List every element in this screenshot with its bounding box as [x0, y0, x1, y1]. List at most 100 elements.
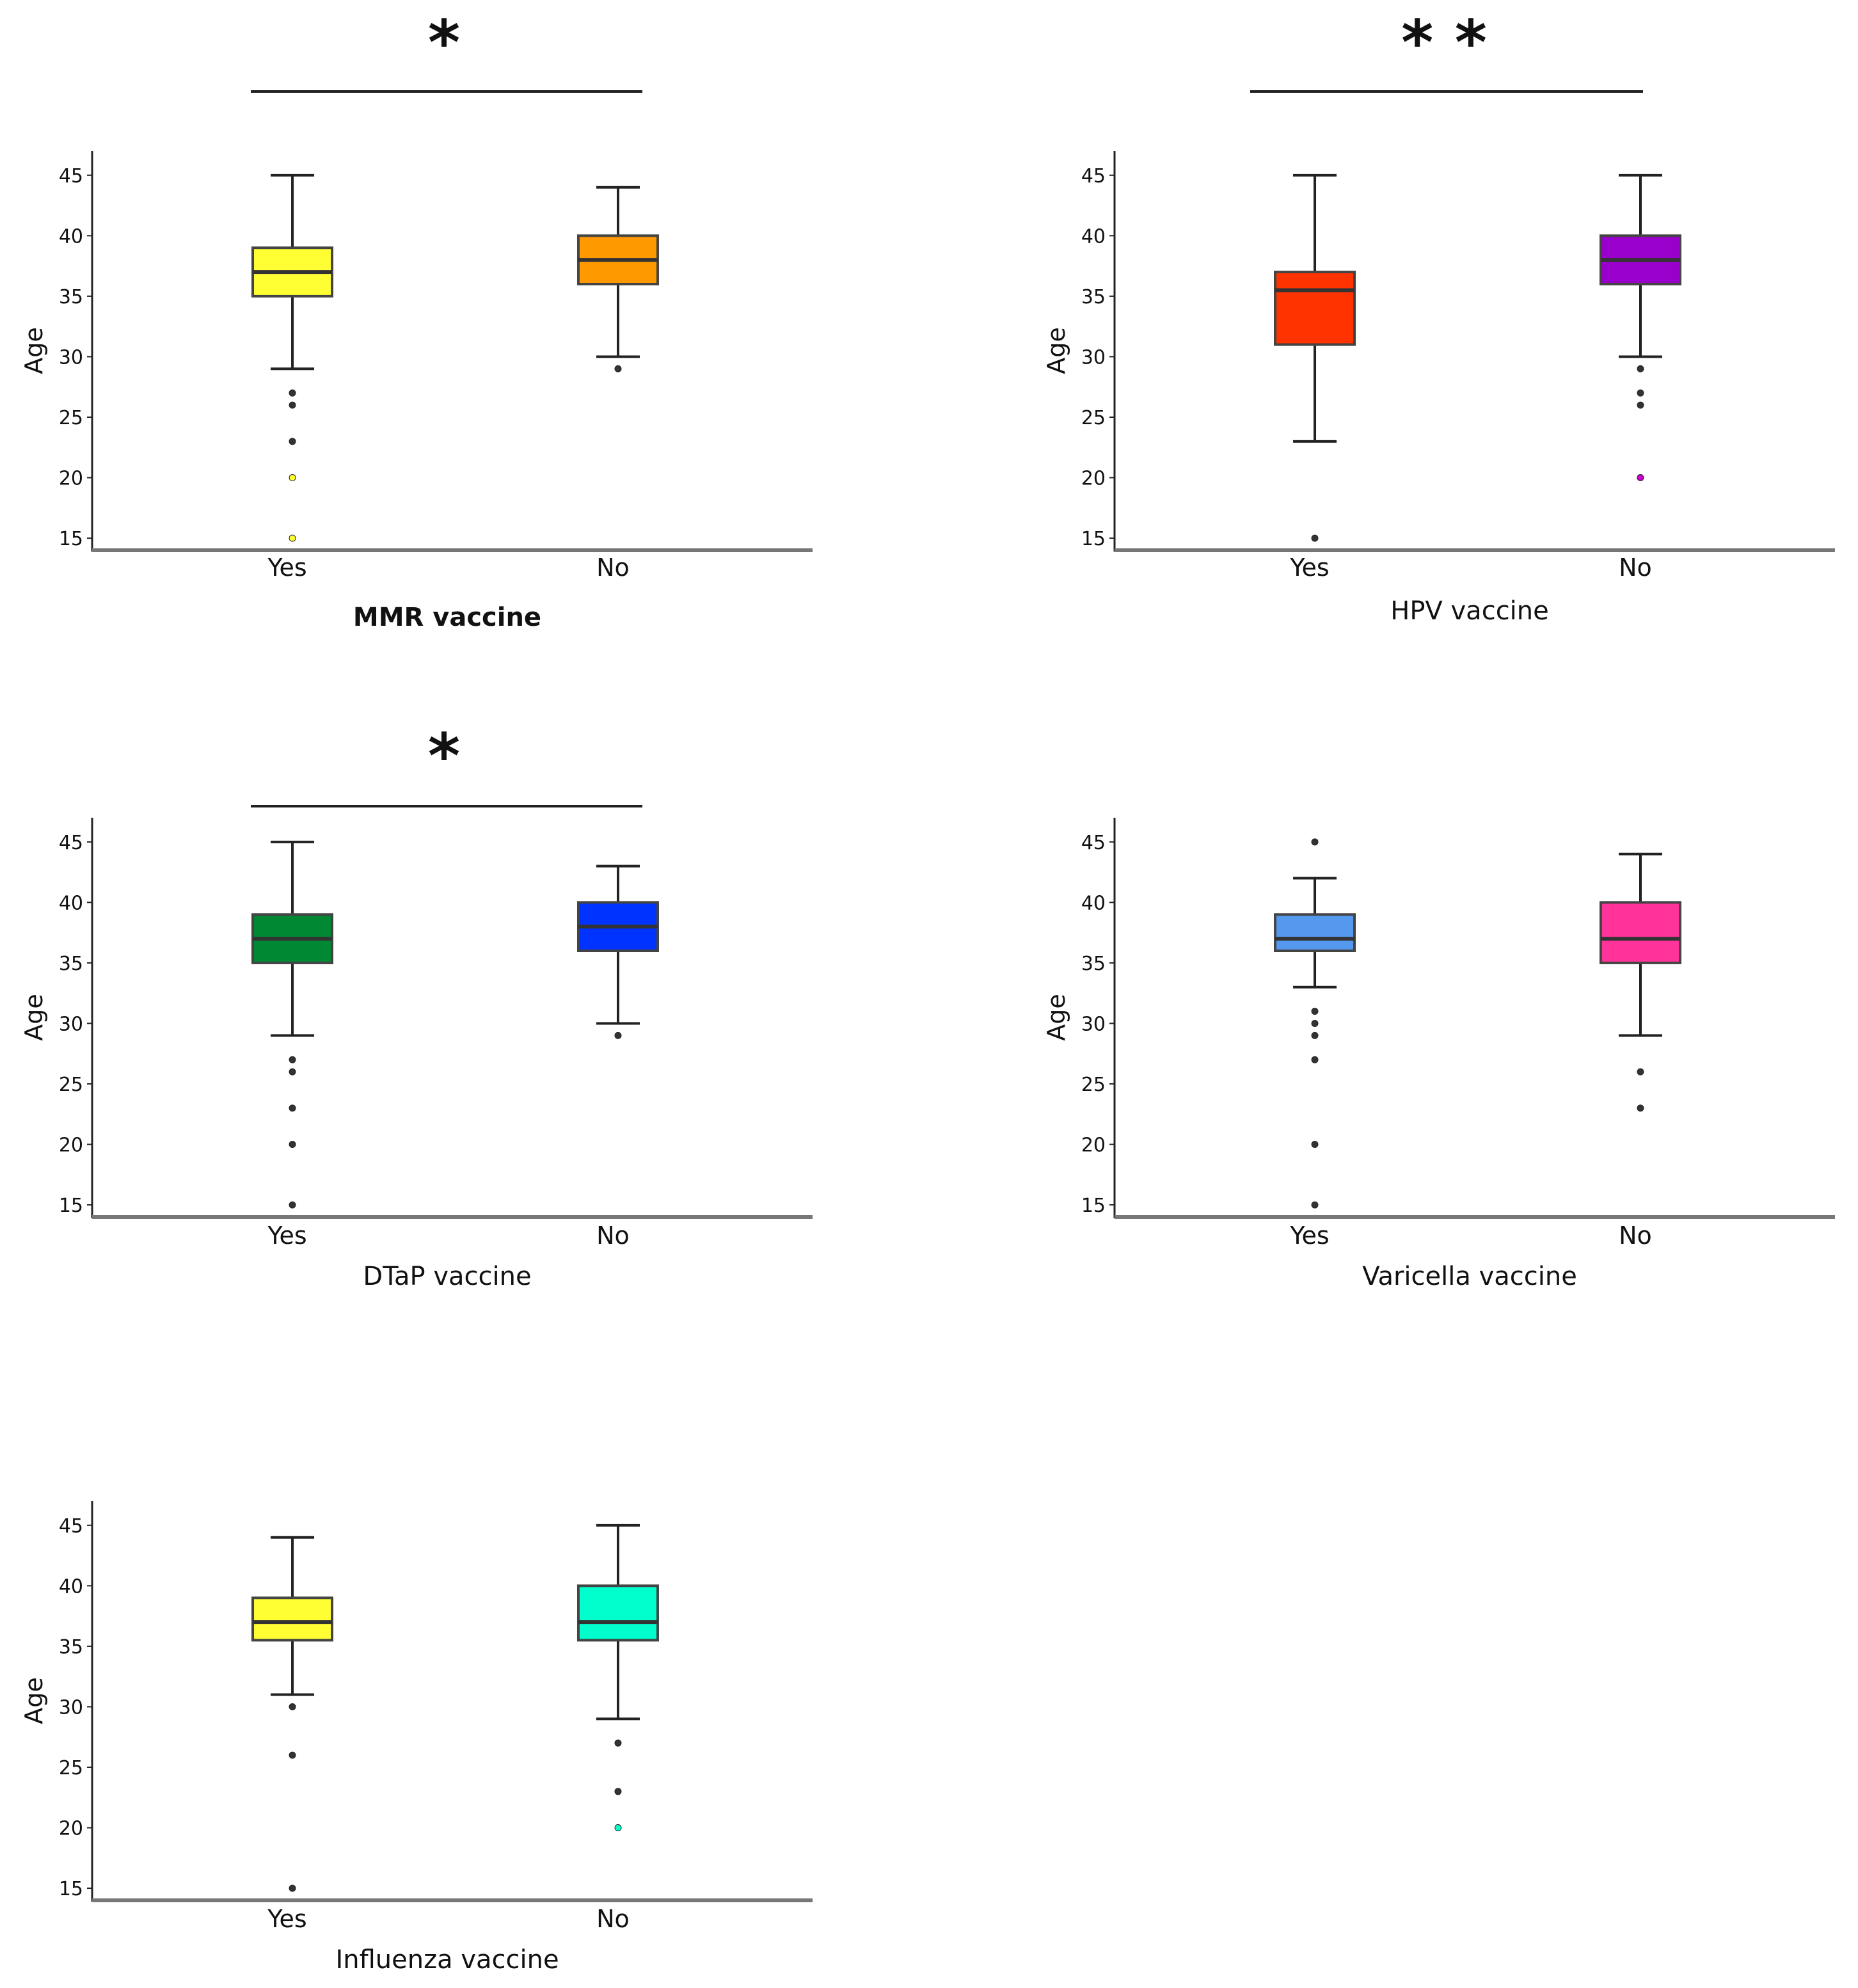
y-axis-label: Age — [1042, 327, 1070, 374]
outlier-point — [289, 1201, 296, 1209]
y-tick-label: 35 — [59, 1636, 83, 1658]
y-tick-label: 45 — [59, 832, 83, 854]
y-tick-label: 15 — [59, 1195, 83, 1217]
y-tick-label: 40 — [1081, 892, 1106, 914]
y-tick-label: 15 — [59, 528, 83, 550]
y-tick-label: 35 — [59, 286, 83, 308]
outlier-point — [289, 1751, 296, 1759]
box-yes — [1274, 838, 1356, 1209]
significance-marker: * — [428, 7, 460, 79]
box-yes — [251, 1536, 334, 1892]
box-iqr — [1599, 901, 1681, 964]
x-axis-label: HPV vaccine — [1390, 596, 1549, 626]
outlier-point — [289, 474, 296, 482]
y-tick-label: 25 — [59, 1074, 83, 1096]
box-no — [576, 186, 659, 372]
box-no — [576, 1523, 659, 1832]
outlier-point — [289, 389, 296, 397]
outlier-point — [289, 1068, 296, 1076]
y-tick-label: 45 — [59, 1515, 83, 1538]
outlier-point — [289, 438, 296, 445]
y-tick-label: 20 — [1081, 1134, 1106, 1157]
x-tick-label: Yes — [1289, 553, 1329, 582]
y-tick-label: 30 — [59, 1696, 83, 1719]
chart-panel-5: 15 20 25 30 35 40 45 Age Yes No Influenza vaccine — [20, 1501, 813, 1975]
x-tick-label: Yes — [267, 553, 306, 582]
outlier-point — [1311, 1056, 1319, 1063]
box-iqr — [1274, 271, 1356, 346]
outlier-point — [1637, 389, 1644, 397]
box-iqr — [251, 1596, 334, 1642]
outlier-point — [614, 1824, 622, 1832]
chart-panel-1: 15 20 25 30 35 40 45 Age Yes No MMR vaccine * — [20, 7, 813, 632]
outlier-point — [1637, 365, 1644, 372]
y-tick-label: 20 — [59, 1818, 83, 1840]
outlier-point — [289, 1703, 296, 1710]
y-tick-label: 35 — [1081, 286, 1106, 308]
y-tick-label: 25 — [1081, 407, 1106, 429]
outlier-point — [289, 401, 296, 409]
y-tick-label: 25 — [59, 407, 83, 429]
outlier-point — [1637, 401, 1644, 409]
x-axis-label: DTaP vaccine — [363, 1262, 531, 1291]
y-tick-label: 35 — [59, 953, 83, 975]
outlier-point — [289, 1141, 296, 1149]
y-tick-label: 30 — [59, 346, 83, 369]
outlier-point — [614, 1739, 622, 1747]
y-axis-label: Age — [20, 327, 48, 374]
chart-panel-3: 15 20 25 30 35 40 45 Age Yes No DTaP vaccine * — [20, 720, 813, 1291]
box-no — [1599, 852, 1681, 1112]
x-tick-label: Yes — [1289, 1221, 1329, 1250]
y-tick-label: 15 — [1081, 1195, 1106, 1217]
x-tick-label: No — [1619, 553, 1652, 582]
outlier-point — [1311, 1019, 1319, 1027]
y-tick-label: 20 — [1081, 468, 1106, 490]
outlier-point — [614, 1788, 622, 1795]
x-tick-label: No — [596, 1221, 630, 1250]
box-yes — [1274, 173, 1356, 542]
x-axis-label: Varicella vaccine — [1362, 1262, 1577, 1291]
y-tick-label: 45 — [1081, 165, 1106, 187]
outlier-point — [1311, 1141, 1319, 1149]
outlier-point — [289, 1056, 296, 1063]
outlier-point — [1311, 1031, 1319, 1039]
y-tick-label: 40 — [1081, 225, 1106, 248]
y-tick-label: 40 — [59, 1575, 83, 1598]
x-tick-label: No — [596, 1905, 630, 1933]
y-tick-label: 25 — [59, 1757, 83, 1779]
box-iqr — [576, 1584, 659, 1642]
outlier-point — [1311, 838, 1319, 846]
y-axis-label: Age — [1042, 994, 1070, 1041]
x-axis-label: Influenza vaccine — [335, 1945, 559, 1975]
y-tick-label: 30 — [1081, 346, 1106, 369]
chart-panel-4: 15 20 25 30 35 40 45 Age Yes No Varicella vaccine — [1042, 818, 1835, 1291]
y-tick-label: 20 — [59, 468, 83, 490]
x-tick-label: No — [596, 553, 630, 582]
y-axis-label: Age — [20, 994, 48, 1041]
y-tick-label: 20 — [59, 1134, 83, 1157]
outlier-point — [289, 534, 296, 542]
box-yes — [251, 840, 334, 1209]
y-axis-label: Age — [20, 1677, 48, 1724]
outlier-point — [1311, 534, 1319, 542]
y-tick-label: 40 — [59, 892, 83, 914]
x-axis-label: MMR vaccine — [353, 603, 541, 632]
outlier-point — [614, 365, 622, 372]
y-tick-label: 30 — [59, 1013, 83, 1035]
x-tick-label: Yes — [267, 1221, 306, 1250]
outlier-point — [1311, 1008, 1319, 1015]
significance-marker: * * — [1401, 7, 1487, 79]
y-tick-label: 15 — [59, 1878, 83, 1900]
box-yes — [251, 173, 334, 542]
outlier-point — [1637, 474, 1644, 482]
x-tick-label: No — [1619, 1221, 1652, 1250]
outlier-point — [289, 1884, 296, 1892]
outlier-point — [289, 1104, 296, 1112]
significance-marker: * — [428, 720, 460, 792]
outlier-point — [614, 1031, 622, 1039]
box-no — [576, 864, 659, 1039]
y-tick-label: 25 — [1081, 1074, 1106, 1096]
y-tick-label: 30 — [1081, 1013, 1106, 1035]
y-tick-label: 45 — [59, 165, 83, 187]
